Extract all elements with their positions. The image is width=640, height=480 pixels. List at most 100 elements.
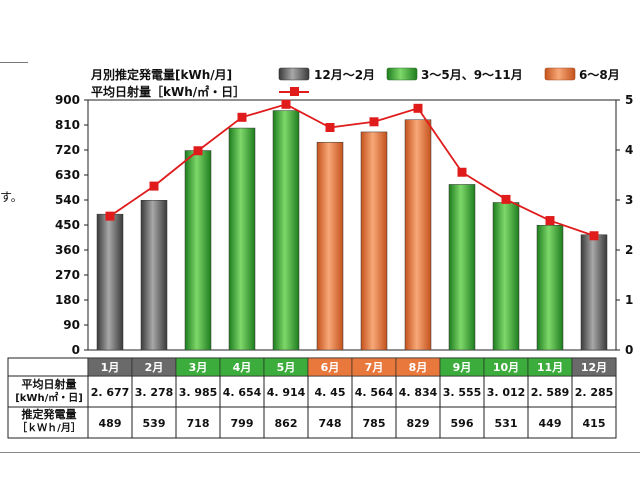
month-header-label: 5月 [277, 361, 296, 374]
y-left-tick-label: 720 [55, 143, 80, 157]
month-header-label: 8月 [409, 361, 428, 374]
row-label-irradiance-line2: [kWh/㎡・日] [15, 391, 83, 404]
bar-2月 [140, 200, 168, 351]
irradiance-value: 4. 834 [399, 386, 438, 399]
month-header-label: 7月 [365, 361, 384, 374]
legend-line-marker [290, 87, 299, 96]
irradiance-line [109, 103, 595, 237]
irradiance-point [545, 216, 555, 226]
irradiance-point [281, 99, 291, 109]
irradiance-value: 3. 985 [179, 386, 218, 399]
y-left-tick-label: 540 [55, 193, 80, 207]
month-header-label: 3月 [189, 361, 208, 374]
y-right-tick-label: 4 [625, 143, 633, 157]
row-label-irradiance: 平均日射量 [kWh/㎡・日] [15, 377, 83, 404]
legend-swatch-spring-autumn [386, 67, 418, 81]
irradiance-point [457, 167, 467, 177]
legend-line-title: 平均日射量［kWh/㎡・日］ [91, 84, 245, 99]
irradiance-value: 2. 677 [91, 386, 130, 399]
generation-value: 748 [319, 417, 342, 430]
irradiance-value: 2. 589 [531, 386, 570, 399]
row-label-generation-line2: ［ｋＷｈ/月］ [17, 421, 81, 434]
irradiance-point [501, 194, 511, 204]
y-axis-left: 0 90 180 270 360 450 540 630 720 810 900 [55, 93, 88, 357]
bar-5月 [272, 110, 300, 351]
y-left-tick-label: 630 [55, 168, 80, 182]
bar-1月 [96, 213, 124, 351]
chart-legend: 月別推定発電量[kWh/月] 平均日射量［kWh/㎡・日］ 12月～2月 3～5… [90, 67, 620, 99]
month-header-label: 1月 [101, 361, 120, 374]
y-left-tick-label: 180 [55, 293, 80, 307]
line-series [105, 99, 599, 241]
y-right-tick-label: 1 [625, 293, 633, 307]
irradiance-point [149, 181, 159, 191]
irradiance-point [105, 211, 115, 221]
bar-6月 [316, 141, 344, 351]
y-left-tick-label: 0 [72, 343, 80, 357]
irradiance-point [237, 112, 247, 122]
y-right-tick-label: 0 [625, 343, 633, 357]
generation-value: 489 [99, 417, 122, 430]
legend-bar-title: 月別推定発電量[kWh/月] [90, 67, 232, 82]
irradiance-value: 3. 278 [135, 386, 174, 399]
bar-series [96, 110, 608, 351]
y-axis-right: 0 1 2 3 4 5 [616, 93, 633, 357]
irradiance-value: 3. 555 [443, 386, 482, 399]
irradiance-point [325, 123, 335, 132]
irradiance-value: 4. 914 [267, 386, 306, 399]
generation-value: 539 [143, 417, 166, 430]
irradiance-point [413, 103, 423, 113]
generation-value: 862 [275, 417, 298, 430]
top-rule [0, 62, 28, 63]
y-left-tick-label: 360 [55, 243, 80, 257]
y-right-tick-label: 3 [625, 193, 633, 207]
y-left-tick-label: 900 [55, 93, 80, 107]
bar-9月 [448, 184, 476, 351]
month-header-label: 2月 [145, 361, 164, 374]
bar-7月 [360, 131, 388, 351]
row-label-irradiance-line1: 平均日射量 [22, 377, 77, 391]
month-header-label: 10月 [493, 361, 519, 374]
y-left-tick-label: 90 [63, 318, 80, 332]
generation-value: 596 [451, 417, 474, 430]
irradiance-value: 4. 45 [315, 386, 346, 399]
y-left-tick-label: 450 [55, 218, 80, 232]
month-header-label: 11月 [537, 361, 563, 374]
irradiance-point [369, 117, 379, 127]
legend-label-winter: 12月～2月 [314, 68, 375, 82]
y-right-tick-label: 2 [625, 243, 633, 257]
generation-value: 531 [495, 417, 518, 430]
irradiance-value: 2. 285 [575, 386, 614, 399]
bar-3月 [184, 150, 212, 351]
side-text: す。 [0, 190, 23, 204]
irradiance-point [589, 231, 599, 241]
legend-label-summer: 6～8月 [579, 68, 620, 82]
month-header-label: 9月 [453, 361, 472, 374]
month-header-label: 6月 [321, 361, 340, 374]
irradiance-value: 3. 012 [487, 386, 526, 399]
data-table: 平均日射量 [kWh/㎡・日] 推定発電量 ［ｋＷｈ/月］ 1月 2. 677 48… [7, 357, 617, 439]
bar-10月 [492, 202, 520, 351]
bar-11月 [536, 225, 564, 351]
row-label-generation-line1: 推定発電量 [22, 407, 77, 421]
generation-value: 785 [363, 417, 386, 430]
y-right-tick-label: 5 [625, 93, 633, 107]
y-left-tick-label: 810 [55, 118, 80, 132]
legend-swatch-summer [544, 67, 576, 81]
bar-8月 [404, 119, 432, 351]
y-left-tick-label: 270 [55, 268, 80, 282]
legend-swatch-winter [278, 67, 310, 81]
irradiance-point [193, 146, 203, 156]
generation-value: 799 [231, 417, 254, 430]
month-header-label: 12月 [581, 361, 607, 374]
generation-value: 415 [583, 417, 606, 430]
legend-label-spring-autumn: 3～5月、9～11月 [421, 68, 523, 82]
irradiance-value: 4. 564 [355, 386, 394, 399]
plot-area [87, 99, 617, 351]
generation-value: 449 [539, 417, 562, 430]
bottom-rule [0, 452, 640, 453]
bar-4月 [228, 127, 256, 351]
row-label-generation: 推定発電量 ［ｋＷｈ/月］ [17, 407, 81, 434]
irradiance-value: 4. 654 [223, 386, 262, 399]
